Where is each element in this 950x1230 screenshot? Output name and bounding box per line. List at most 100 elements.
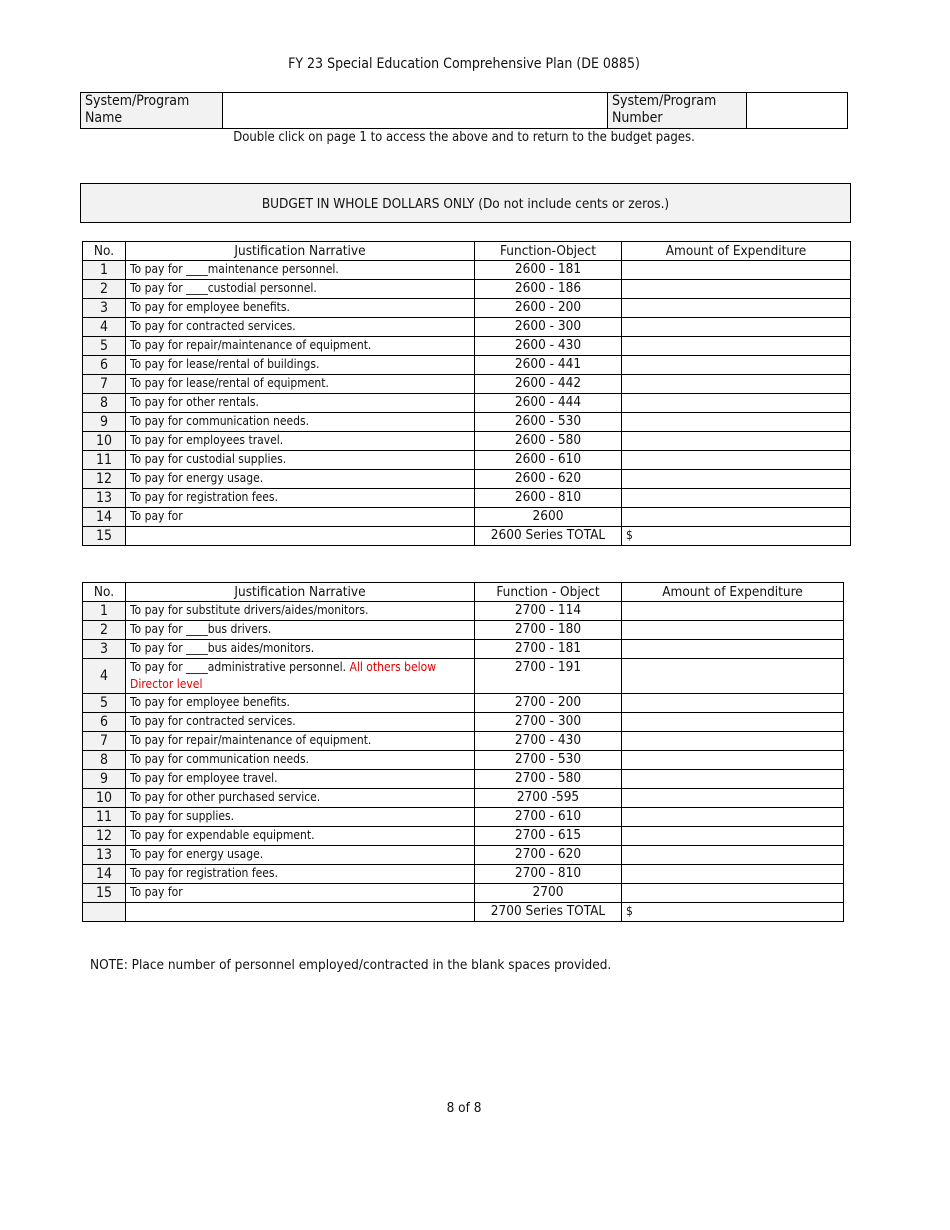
row-number: 2 xyxy=(82,620,126,640)
function-object: 2700 - 610 xyxy=(474,807,622,827)
amount-field[interactable] xyxy=(621,864,844,884)
amount-field[interactable] xyxy=(621,693,844,713)
justification-narrative: To pay for custodial supplies. xyxy=(125,450,475,470)
system-program-number-field[interactable] xyxy=(746,92,848,129)
justification-narrative xyxy=(125,526,475,546)
amount-field[interactable] xyxy=(621,731,844,751)
table-row: 12 To pay for expendable equipment. 2700… xyxy=(82,826,844,846)
narrative-text: To pay for communication needs. xyxy=(130,414,310,428)
amount-field[interactable] xyxy=(621,620,844,640)
justification-narrative: To pay for employee benefits. xyxy=(125,298,475,318)
row-number: 7 xyxy=(82,731,126,751)
table-row: 3 To pay for employee benefits. 2600 - 2… xyxy=(82,298,851,318)
row-number: 8 xyxy=(82,750,126,770)
amount-field[interactable] xyxy=(621,374,851,394)
table-row: 2700 Series TOTAL $ xyxy=(82,902,844,922)
table-row: 1 To pay for ____maintenance personnel. … xyxy=(82,260,851,280)
amount-field[interactable] xyxy=(621,431,851,451)
justification-narrative: To pay for employees travel. xyxy=(125,431,475,451)
amount-field[interactable] xyxy=(621,601,844,621)
justification-narrative: To pay for employee benefits. xyxy=(125,693,475,713)
amount-field[interactable] xyxy=(621,469,851,489)
narrative-text: To pay for employee benefits. xyxy=(130,695,290,709)
function-object: 2600 - 181 xyxy=(474,260,622,280)
function-object: 2600 - 186 xyxy=(474,279,622,299)
function-object: 2700 - 180 xyxy=(474,620,622,640)
amount-field[interactable] xyxy=(621,826,844,846)
header-no: No. xyxy=(82,582,126,602)
row-number: 2 xyxy=(82,279,126,299)
amount-field[interactable] xyxy=(621,393,851,413)
justification-narrative: To pay for lease/rental of equipment. xyxy=(125,374,475,394)
amount-field[interactable] xyxy=(621,807,844,827)
row-number: 1 xyxy=(82,260,126,280)
amount-field[interactable] xyxy=(621,260,851,280)
system-program-name-field[interactable] xyxy=(222,92,608,129)
table-row: 4 To pay for contracted services. 2600 -… xyxy=(82,317,851,337)
amount-field[interactable] xyxy=(621,788,844,808)
header-no: No. xyxy=(82,241,126,261)
table-row: 13 To pay for registration fees. 2600 - … xyxy=(82,488,851,508)
narrative-text: To pay for employees travel. xyxy=(130,433,284,447)
table-row: 12 To pay for energy usage. 2600 - 620 xyxy=(82,469,851,489)
table-row: 6 To pay for lease/rental of buildings. … xyxy=(82,355,851,375)
amount-field[interactable] xyxy=(621,355,851,375)
amount-field[interactable] xyxy=(621,450,851,470)
amount-field[interactable] xyxy=(621,507,851,527)
budget-table-2700: No. Justification Narrative Function - Obj… xyxy=(82,582,844,922)
function-object: 2600 - 441 xyxy=(474,355,622,375)
header-narrative: Justification Narrative xyxy=(125,241,475,261)
amount-field[interactable] xyxy=(621,712,844,732)
amount-field[interactable] xyxy=(621,298,851,318)
narrative-text: To pay for employee benefits. xyxy=(130,300,290,314)
narrative-text: To pay for repair/maintenance of equipme… xyxy=(130,733,372,747)
amount-field[interactable] xyxy=(621,412,851,432)
narrative-note: All others below Director level xyxy=(130,660,437,691)
narrative-text: To pay for ____maintenance personnel. xyxy=(130,262,339,276)
function-object: 2600 - 810 xyxy=(474,488,622,508)
table-row: 13 To pay for energy usage. 2700 - 620 xyxy=(82,845,844,865)
justification-narrative: To pay for ____administrative personnel.… xyxy=(125,658,475,694)
justification-narrative: To pay for xyxy=(125,507,475,527)
justification-narrative: To pay for employee travel. xyxy=(125,769,475,789)
narrative-text: To pay for custodial supplies. xyxy=(130,452,287,466)
amount-field[interactable] xyxy=(621,883,844,903)
justification-narrative: To pay for registration fees. xyxy=(125,864,475,884)
amount-field[interactable] xyxy=(621,769,844,789)
amount-field[interactable] xyxy=(621,845,844,865)
row-number: 8 xyxy=(82,393,126,413)
row-number: 9 xyxy=(82,769,126,789)
row-number: 3 xyxy=(82,298,126,318)
function-object: 2700 -595 xyxy=(474,788,622,808)
function-object: 2600 - 430 xyxy=(474,336,622,356)
narrative-text: To pay for ____bus drivers. xyxy=(130,622,272,636)
justification-narrative: To pay for supplies. xyxy=(125,807,475,827)
amount-field[interactable] xyxy=(621,336,851,356)
amount-field[interactable] xyxy=(621,639,844,659)
table-row: 8 To pay for other rentals. 2600 - 444 xyxy=(82,393,851,413)
row-number: 11 xyxy=(82,807,126,827)
row-number: 4 xyxy=(82,658,126,694)
instruction-text: Double click on page 1 to access the abo… xyxy=(233,130,695,145)
amount-field[interactable]: $ xyxy=(621,526,851,546)
table-row: 2 To pay for ____custodial personnel. 26… xyxy=(82,279,851,299)
narrative-text: To pay for contracted services. xyxy=(130,319,296,333)
justification-narrative: To pay for energy usage. xyxy=(125,469,475,489)
table-row: 5 To pay for employee benefits. 2700 - 2… xyxy=(82,693,844,713)
amount-field[interactable] xyxy=(621,488,851,508)
amount-field[interactable] xyxy=(621,317,851,337)
amount-field[interactable] xyxy=(621,750,844,770)
justification-narrative: To pay for ____custodial personnel. xyxy=(125,279,475,299)
system-program-name-label: System/Program Name xyxy=(80,92,223,129)
justification-narrative: To pay for communication needs. xyxy=(125,750,475,770)
row-number: 13 xyxy=(82,488,126,508)
table-row: 3 To pay for ____bus aides/monitors. 270… xyxy=(82,639,844,659)
narrative-text: To pay for communication needs. xyxy=(130,752,310,766)
amount-field[interactable]: $ xyxy=(621,902,844,922)
table-row: 14 To pay for registration fees. 2700 - … xyxy=(82,864,844,884)
row-number: 15 xyxy=(82,526,126,546)
amount-field[interactable] xyxy=(621,279,851,299)
amount-field[interactable] xyxy=(621,658,844,694)
narrative-text: To pay for energy usage. xyxy=(130,471,264,485)
function-object: 2700 - 615 xyxy=(474,826,622,846)
